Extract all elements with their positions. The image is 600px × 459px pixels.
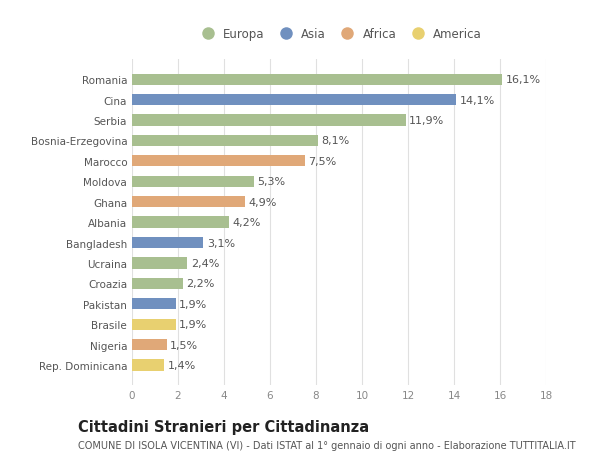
Text: 4,9%: 4,9% [248,197,277,207]
Legend: Europa, Asia, Africa, America: Europa, Asia, Africa, America [191,23,487,45]
Bar [132,115,406,126]
Text: 2,4%: 2,4% [191,258,219,269]
Bar [132,135,318,147]
Text: 1,9%: 1,9% [179,299,208,309]
Text: 11,9%: 11,9% [409,116,445,126]
Bar [132,278,182,289]
Bar [132,237,203,249]
Bar [132,258,187,269]
Bar [132,176,254,187]
Text: 1,9%: 1,9% [179,319,208,330]
Bar [132,196,245,208]
Text: 1,5%: 1,5% [170,340,198,350]
Text: 1,4%: 1,4% [167,360,196,370]
Bar [132,339,167,350]
Bar [132,359,164,371]
Text: 8,1%: 8,1% [322,136,350,146]
Text: 14,1%: 14,1% [460,95,495,106]
Text: 3,1%: 3,1% [207,238,235,248]
Text: 16,1%: 16,1% [506,75,541,85]
Bar [132,298,176,310]
Text: 4,2%: 4,2% [232,218,260,228]
Text: 7,5%: 7,5% [308,157,336,167]
Text: Cittadini Stranieri per Cittadinanza: Cittadini Stranieri per Cittadinanza [78,419,369,434]
Text: 2,2%: 2,2% [186,279,214,289]
Bar [132,217,229,228]
Bar [132,95,457,106]
Bar [132,319,176,330]
Text: COMUNE DI ISOLA VICENTINA (VI) - Dati ISTAT al 1° gennaio di ogni anno - Elabora: COMUNE DI ISOLA VICENTINA (VI) - Dati IS… [78,440,575,450]
Bar [132,74,502,86]
Text: 5,3%: 5,3% [257,177,286,187]
Bar [132,156,305,167]
